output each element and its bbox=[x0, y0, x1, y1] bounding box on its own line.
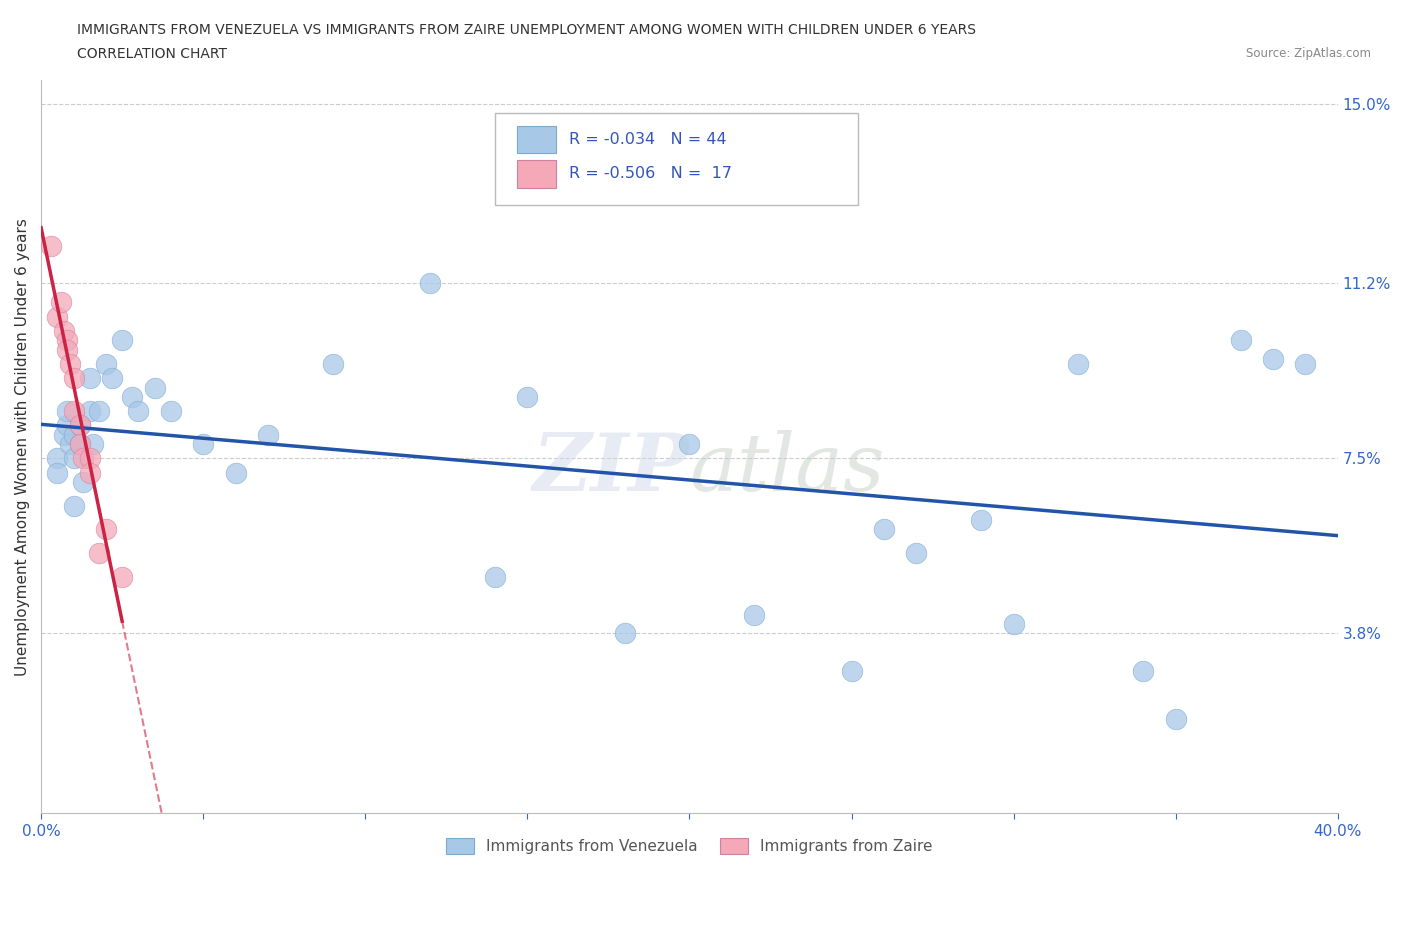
Point bbox=[516, 390, 538, 405]
Point bbox=[613, 626, 636, 641]
Text: ZIP: ZIP bbox=[533, 430, 689, 508]
Point bbox=[484, 569, 506, 584]
Point bbox=[322, 356, 344, 371]
Point bbox=[1067, 356, 1090, 371]
Point bbox=[79, 465, 101, 480]
Point bbox=[52, 324, 75, 339]
Text: Source: ZipAtlas.com: Source: ZipAtlas.com bbox=[1246, 46, 1371, 60]
Point bbox=[62, 370, 84, 385]
Point bbox=[257, 428, 280, 443]
Point bbox=[69, 437, 91, 452]
Point bbox=[79, 404, 101, 418]
Point bbox=[56, 418, 79, 432]
Point bbox=[59, 356, 82, 371]
FancyBboxPatch shape bbox=[495, 113, 858, 205]
Point bbox=[89, 404, 111, 418]
Point bbox=[79, 451, 101, 466]
Point bbox=[72, 474, 94, 489]
FancyBboxPatch shape bbox=[517, 160, 555, 188]
Point bbox=[94, 522, 117, 537]
Point bbox=[49, 295, 72, 310]
Point bbox=[39, 238, 62, 253]
Point bbox=[79, 370, 101, 385]
Point bbox=[56, 342, 79, 357]
Point bbox=[143, 380, 166, 395]
Point bbox=[1294, 356, 1316, 371]
Point bbox=[873, 522, 896, 537]
Point bbox=[62, 498, 84, 513]
Point bbox=[121, 390, 143, 405]
Point bbox=[841, 664, 863, 679]
Point bbox=[193, 437, 215, 452]
Point bbox=[62, 451, 84, 466]
Text: atlas: atlas bbox=[689, 430, 884, 508]
Point bbox=[111, 333, 134, 348]
Text: IMMIGRANTS FROM VENEZUELA VS IMMIGRANTS FROM ZAIRE UNEMPLOYMENT AMONG WOMEN WITH: IMMIGRANTS FROM VENEZUELA VS IMMIGRANTS … bbox=[77, 23, 976, 37]
Point bbox=[82, 437, 104, 452]
Point bbox=[46, 451, 69, 466]
Point bbox=[419, 276, 441, 291]
Text: CORRELATION CHART: CORRELATION CHART bbox=[77, 46, 228, 60]
Point bbox=[905, 546, 928, 561]
Point bbox=[69, 418, 91, 432]
Point bbox=[970, 512, 993, 527]
Point bbox=[56, 333, 79, 348]
Point bbox=[111, 569, 134, 584]
Point bbox=[1132, 664, 1154, 679]
Point bbox=[1002, 617, 1025, 631]
Point bbox=[56, 404, 79, 418]
Point bbox=[101, 370, 124, 385]
Point bbox=[678, 437, 700, 452]
FancyBboxPatch shape bbox=[517, 126, 555, 153]
Point bbox=[46, 309, 69, 324]
Point bbox=[46, 465, 69, 480]
Point bbox=[225, 465, 247, 480]
Point bbox=[159, 404, 181, 418]
Text: R = -0.506   N =  17: R = -0.506 N = 17 bbox=[569, 166, 733, 181]
Point bbox=[62, 404, 84, 418]
Point bbox=[1261, 352, 1284, 366]
Point bbox=[127, 404, 149, 418]
Point bbox=[62, 428, 84, 443]
Point bbox=[59, 437, 82, 452]
Point bbox=[94, 356, 117, 371]
Point bbox=[69, 418, 91, 432]
Point bbox=[72, 451, 94, 466]
Point bbox=[52, 428, 75, 443]
Point bbox=[742, 607, 765, 622]
Y-axis label: Unemployment Among Women with Children Under 6 years: Unemployment Among Women with Children U… bbox=[15, 218, 30, 675]
Point bbox=[1229, 333, 1251, 348]
Legend: Immigrants from Venezuela, Immigrants from Zaire: Immigrants from Venezuela, Immigrants fr… bbox=[440, 832, 939, 860]
Point bbox=[89, 546, 111, 561]
Point bbox=[1164, 711, 1187, 726]
Text: R = -0.034   N = 44: R = -0.034 N = 44 bbox=[569, 132, 727, 147]
Point bbox=[69, 437, 91, 452]
